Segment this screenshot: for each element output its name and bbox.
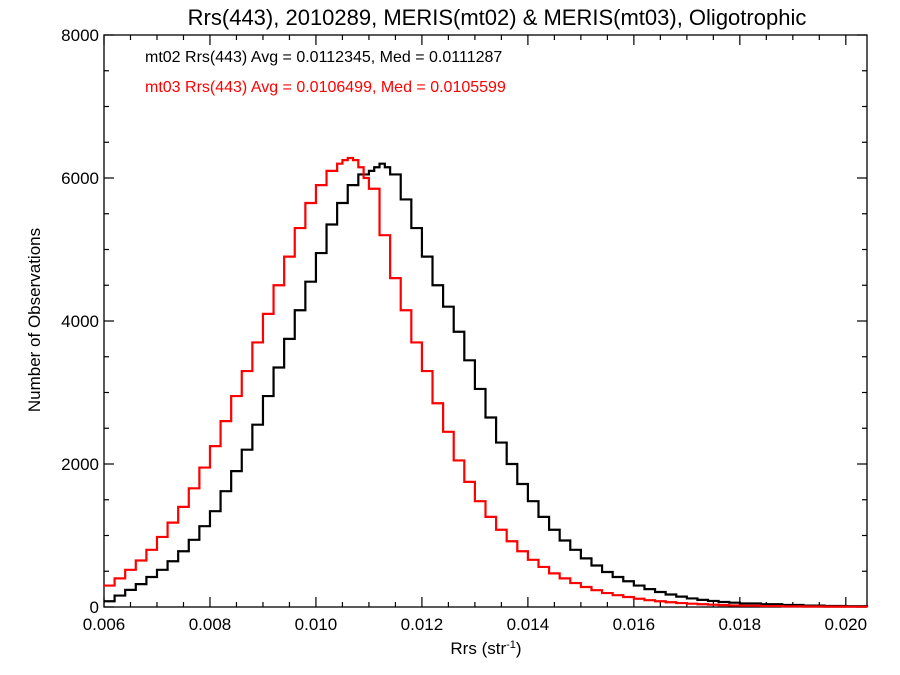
y-tick-label: 0 <box>90 598 99 617</box>
y-tick-label: 8000 <box>61 26 99 45</box>
x-tick-label: 0.020 <box>825 615 868 634</box>
plot-frame <box>103 34 868 608</box>
tick-labels: 0.006 0.008 0.010 0.012 0.014 0.016 0.018 0.020… <box>61 26 867 634</box>
x-tick-label: 0.008 <box>189 615 232 634</box>
x-tick-label: 0.016 <box>613 615 656 634</box>
series-mt03-line <box>104 156 869 608</box>
x-tick-label: 0.006 <box>83 615 126 634</box>
y-axis-title: Number of Observations <box>25 228 44 412</box>
y-tick-label: 4000 <box>61 312 99 331</box>
x-tick-label: 0.012 <box>401 615 444 634</box>
x-axis-title-main: Rrs (str <box>450 639 506 658</box>
y-tick-label: 2000 <box>61 455 99 474</box>
annotation-mt03: mt03 Rrs(443) Avg = 0.0106499, Med = 0.0… <box>145 79 506 96</box>
x-tick-label: 0.014 <box>507 615 550 634</box>
x-axis-title: Rrs (str-1) <box>450 639 521 658</box>
x-tick-label: 0.010 <box>295 615 338 634</box>
series-mt02-line <box>104 162 869 608</box>
x-axis-title-sup: -1 <box>506 639 516 651</box>
y-tick-label: 6000 <box>61 169 99 188</box>
axis-ticks <box>103 34 867 608</box>
x-axis-title-end: ) <box>516 639 522 658</box>
x-tick-label: 0.018 <box>719 615 762 634</box>
annotation-mt02: mt02 Rrs(443) Avg = 0.0112345, Med = 0.0… <box>145 49 502 66</box>
series-group <box>104 156 869 608</box>
chart-title: Rrs(443), 2010289, MERIS(mt02) & MERIS(m… <box>188 5 807 30</box>
